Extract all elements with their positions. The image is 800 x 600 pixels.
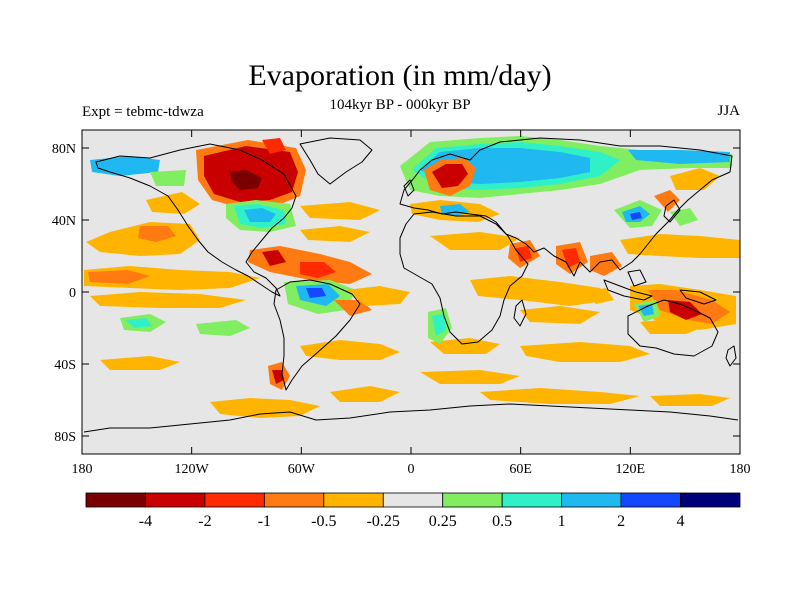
colorbar-label: 0.25 — [429, 513, 457, 530]
colorbar-swatch — [263, 492, 325, 508]
coastline-australia — [627, 299, 719, 357]
y-tick-label: 40N — [52, 214, 76, 229]
anomaly-region — [150, 170, 186, 186]
anomaly-region — [300, 226, 370, 242]
season-label: JJA — [717, 103, 740, 119]
coastlines — [83, 137, 739, 433]
anomaly-region — [640, 318, 706, 334]
anomaly-region — [300, 340, 400, 360]
coastline-uk — [403, 179, 415, 197]
anomaly-region — [628, 150, 730, 164]
colorbar-label: 0.5 — [492, 513, 512, 530]
anomaly-region — [654, 190, 680, 212]
colorbar-swatch — [204, 492, 265, 508]
anomaly-region — [244, 208, 276, 222]
anomaly-region — [584, 288, 614, 304]
colorbar-label: -0.25 — [367, 513, 400, 530]
anomaly-region — [520, 342, 650, 362]
anomaly-region — [650, 394, 730, 406]
coastline-new-guinea — [679, 289, 717, 305]
anomaly-region — [432, 314, 446, 336]
colorbar-swatch — [323, 492, 384, 508]
colorbar-swatch — [501, 492, 563, 508]
anomaly-region — [670, 208, 698, 226]
y-tick-label: 0 — [69, 286, 76, 301]
anomaly-region — [90, 292, 246, 308]
map-subtitle: 104kyr BP - 000kyr BP — [329, 97, 471, 113]
anomaly-region — [88, 270, 150, 284]
colorbar-swatch — [620, 492, 681, 508]
anomaly-region — [334, 300, 372, 316]
colorbar-label: -0.5 — [311, 513, 336, 530]
anomaly-region — [262, 138, 286, 154]
colorbar-swatch — [382, 492, 444, 508]
coastline-borneo — [627, 269, 647, 287]
anomaly-region — [430, 232, 520, 250]
x-tick-label: 120W — [175, 462, 210, 477]
anomaly-region — [306, 288, 326, 298]
anomaly-region — [630, 212, 642, 220]
colorbar-swatch — [85, 492, 146, 508]
anomaly-region — [670, 168, 720, 190]
anomaly-region — [430, 338, 500, 354]
anomaly-region — [100, 356, 180, 370]
x-tick-label: 0 — [408, 462, 415, 477]
colorbar-swatch — [680, 492, 741, 508]
anomaly-region — [620, 234, 740, 258]
coastline-greenland — [299, 137, 373, 185]
colorbar: -4 -2 -1 -0.5 -0.25 0.25 0.5 1 2 4 — [85, 492, 741, 530]
anomaly-region — [520, 306, 600, 324]
y-tick-label: 40S — [54, 358, 76, 373]
x-tick-label: 60W — [288, 462, 316, 477]
colorbar-swatch — [561, 492, 622, 508]
anomaly-region — [262, 250, 286, 266]
colorbar-label: 4 — [677, 513, 685, 530]
colorbar-swatch — [145, 492, 206, 508]
colorbar-swatch — [442, 492, 503, 508]
anomaly-field — [84, 136, 740, 418]
anomaly-region — [420, 370, 520, 384]
anomaly-region — [272, 370, 284, 384]
colorbar-label: -4 — [139, 513, 152, 530]
anomaly-region — [126, 318, 152, 328]
anomaly-region — [668, 300, 702, 320]
x-tick-label: 60E — [509, 462, 532, 477]
anomaly-region — [638, 304, 654, 316]
anomaly-region — [138, 226, 176, 242]
x-tick-label: 120E — [616, 462, 646, 477]
anomaly-region — [346, 286, 410, 306]
anomaly-region — [300, 262, 336, 278]
anomaly-region — [516, 246, 532, 262]
map-title: Evaporation (in mm/day) — [248, 59, 552, 92]
colorbar-label: 2 — [617, 513, 625, 530]
anomaly-region — [300, 202, 380, 220]
coastline-north-america — [95, 143, 297, 297]
colorbar-label: -2 — [198, 513, 211, 530]
experiment-label: Expt = tebmc-tdwza — [82, 104, 204, 120]
coastline-eurasia — [399, 137, 733, 277]
x-tick-label: 180 — [72, 462, 93, 477]
y-tick-label: 80N — [52, 142, 76, 157]
anomaly-region — [432, 164, 468, 188]
colorbar-label: -1 — [258, 513, 271, 530]
anomaly-region — [230, 170, 262, 190]
y-axis-ticks: 80N 40N 0 40S 80S — [52, 142, 740, 445]
coastline-japan — [663, 199, 681, 223]
coastline-africa — [399, 211, 529, 345]
coastline-antarctica — [83, 403, 739, 433]
anomaly-region — [330, 386, 400, 402]
x-tick-label: 180 — [730, 462, 751, 477]
colorbar-label: 1 — [558, 513, 566, 530]
coastline-new-zealand — [725, 345, 737, 367]
y-tick-label: 80S — [54, 430, 76, 445]
coastline-madagascar — [513, 299, 527, 327]
coastline-south-america — [273, 279, 361, 391]
anomaly-region — [590, 252, 622, 276]
anomaly-region — [196, 320, 250, 336]
x-axis-ticks: 180 120W 60W 0 60E 120E 180 — [72, 130, 751, 477]
anomaly-region — [480, 388, 640, 404]
coastline-indonesia — [603, 279, 653, 301]
